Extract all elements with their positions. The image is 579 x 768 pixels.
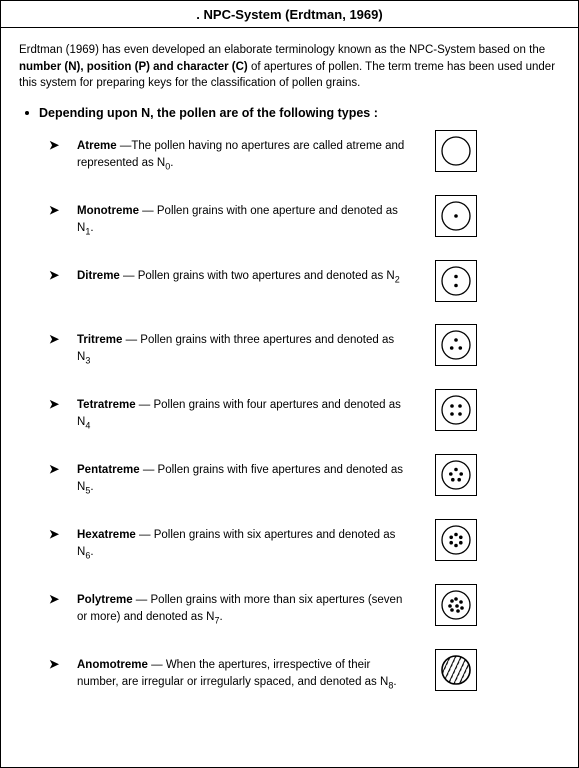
tail-text: . — [170, 157, 173, 169]
term-description: — Pollen grains with three apertures and… — [77, 334, 394, 363]
pollen-diagram-icon — [435, 519, 477, 561]
entry-text: Monotreme — Pollen grains with one apert… — [77, 203, 417, 238]
term-name: Ditreme — [77, 270, 120, 282]
arrow-icon: ➤ — [49, 462, 71, 476]
tail-text: . — [90, 546, 93, 558]
intro-part-1: Erdtman (1969) has even developed an ela… — [19, 44, 545, 56]
term-name: Tetratreme — [77, 399, 136, 411]
intro-paragraph: Erdtman (1969) has even developed an ela… — [19, 42, 560, 92]
list-item: ➤ Polytreme — Pollen grains with more tha… — [19, 592, 560, 627]
pollen-diagram-icon — [435, 584, 477, 626]
tail-text: . — [90, 222, 93, 234]
bullet-dot-icon — [25, 111, 29, 115]
title-text: . NPC-System (Erdtman, 1969) — [196, 7, 382, 22]
list-item: ➤ Anomotreme — When the apertures, irresp… — [19, 657, 560, 692]
pollen-diagram-icon — [435, 649, 477, 691]
pollen-diagram-icon — [435, 454, 477, 496]
section-heading-text: Depending upon N, the pollen are of the … — [39, 106, 378, 120]
entry-text: Anomotreme — When the apertures, irrespe… — [77, 657, 417, 692]
term-name: Atreme — [77, 140, 117, 152]
term-description: — Pollen grains with two apertures and d… — [120, 270, 395, 282]
term-description: —The pollen having no apertures are call… — [77, 140, 404, 169]
notation-subscript: 3 — [85, 355, 90, 365]
diagram-cell — [417, 195, 477, 237]
term-name: Anomotreme — [77, 659, 148, 671]
pollen-diagram-icon — [435, 260, 477, 302]
diagram-cell — [417, 130, 477, 172]
entry-text: Polytreme — Pollen grains with more than… — [77, 592, 417, 627]
document-page: . NPC-System (Erdtman, 1969) Erdtman (19… — [0, 0, 579, 768]
pollen-diagram-icon — [435, 195, 477, 237]
diagram-cell — [417, 260, 477, 302]
entry-text: Ditreme — Pollen grains with two apertur… — [77, 268, 417, 286]
arrow-icon: ➤ — [49, 203, 71, 217]
term-name: Monotreme — [77, 205, 139, 217]
content-region: Erdtman (1969) has even developed an ela… — [1, 28, 578, 722]
entry-text: Pentatreme — Pollen grains with five ape… — [77, 462, 417, 497]
tail-text: . — [90, 481, 93, 493]
arrow-icon: ➤ — [49, 527, 71, 541]
list-item: ➤ Tetratreme — Pollen grains with four ap… — [19, 397, 560, 432]
entry-text: Hexatreme — Pollen grains with six apert… — [77, 527, 417, 562]
term-name: Tritreme — [77, 334, 122, 346]
diagram-cell — [417, 324, 477, 366]
arrow-icon: ➤ — [49, 657, 71, 671]
term-name: Pentatreme — [77, 464, 140, 476]
page-title: . NPC-System (Erdtman, 1969) — [1, 1, 578, 28]
pollen-type-list: ➤ Atreme —The pollen having no apertures … — [19, 138, 560, 692]
diagram-cell — [417, 519, 477, 561]
arrow-icon: ➤ — [49, 268, 71, 282]
entry-text: Tritreme — Pollen grains with three aper… — [77, 332, 417, 367]
diagram-cell — [417, 584, 477, 626]
list-item: ➤ Tritreme — Pollen grains with three ape… — [19, 332, 560, 367]
entry-text: Tetratreme — Pollen grains with four ape… — [77, 397, 417, 432]
list-item: ➤ Pentatreme — Pollen grains with five ap… — [19, 462, 560, 497]
arrow-icon: ➤ — [49, 332, 71, 346]
diagram-cell — [417, 454, 477, 496]
notation-subscript: 2 — [395, 274, 400, 284]
tail-text: . — [219, 611, 222, 623]
tail-text: . — [393, 676, 396, 688]
pollen-diagram-icon — [435, 389, 477, 431]
diagram-cell — [417, 649, 477, 691]
list-item: ➤ Ditreme — Pollen grains with two apertu… — [19, 268, 560, 302]
list-item: ➤ Hexatreme — Pollen grains with six aper… — [19, 527, 560, 562]
section-heading: Depending upon N, the pollen are of the … — [25, 106, 560, 120]
arrow-icon: ➤ — [49, 397, 71, 411]
arrow-icon: ➤ — [49, 592, 71, 606]
list-item: ➤ Monotreme — Pollen grains with one aper… — [19, 203, 560, 238]
term-name: Polytreme — [77, 594, 133, 606]
intro-bold: number (N), position (P) and character (… — [19, 61, 248, 73]
entry-text: Atreme —The pollen having no apertures a… — [77, 138, 417, 173]
pollen-diagram-icon — [435, 324, 477, 366]
arrow-icon: ➤ — [49, 138, 71, 152]
pollen-diagram-icon — [435, 130, 477, 172]
list-item: ➤ Atreme —The pollen having no apertures … — [19, 138, 560, 173]
notation-subscript: 4 — [85, 420, 90, 430]
diagram-cell — [417, 389, 477, 431]
term-name: Hexatreme — [77, 529, 136, 541]
